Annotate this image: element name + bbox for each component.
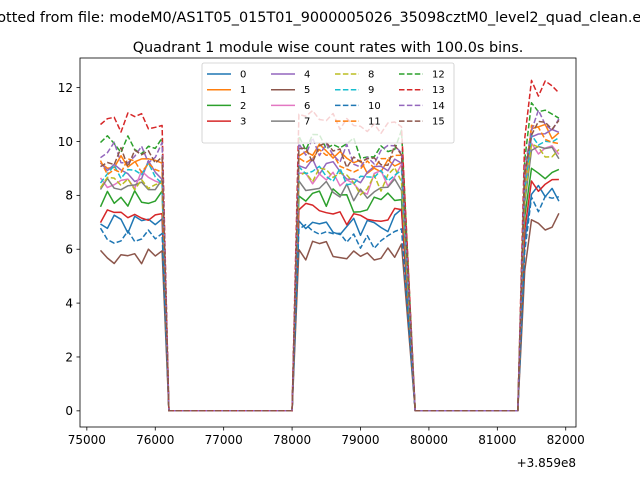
chart-title: Quadrant 1 module wise count rates with …: [133, 40, 524, 56]
series-line-3: [99, 178, 559, 412]
legend-label-13: 13: [432, 85, 445, 96]
legend-label-8: 8: [368, 70, 374, 81]
legend-label-11: 11: [368, 117, 381, 128]
y-tick-label: 6: [65, 243, 73, 257]
figure-suptitle: Plotted from file: modeM0/AS1T05_015T01_…: [0, 10, 640, 26]
x-tick-label: 81000: [478, 433, 516, 447]
legend-label-7: 7: [304, 117, 310, 128]
legend-label-10: 10: [368, 101, 381, 112]
series-line-5: [99, 212, 560, 412]
series-line-6: [99, 142, 560, 412]
legend-label-0: 0: [240, 70, 246, 81]
y-tick-label: 0: [65, 404, 73, 418]
legend-box: [201, 62, 455, 144]
y-tick-label: 10: [58, 135, 73, 149]
series-line-12: [99, 102, 560, 412]
legend-label-1: 1: [240, 85, 246, 96]
x-tick-label: 77000: [205, 433, 243, 447]
series-line-8: [99, 143, 560, 412]
x-tick-label: 78000: [273, 433, 311, 447]
series-line-11: [99, 124, 560, 412]
y-tick-label: 8: [65, 189, 73, 203]
legend-label-14: 14: [432, 101, 445, 112]
legend-label-12: 12: [432, 70, 445, 81]
series-line-4: [99, 128, 560, 412]
y-tick-label: 4: [65, 296, 73, 310]
plot-frame: [79, 57, 577, 428]
series-line-10: [99, 195, 560, 412]
x-tick-label: 75000: [68, 433, 106, 447]
series-line-0: [100, 184, 560, 412]
y-tick-label: 12: [58, 81, 73, 95]
x-tick-label: 80000: [410, 433, 448, 447]
legend-label-15: 15: [432, 117, 445, 128]
x-offset-label: +3.859e8: [517, 456, 576, 470]
series-line-1: [100, 123, 560, 412]
x-tick-label: 79000: [341, 433, 379, 447]
legend-label-9: 9: [368, 85, 374, 96]
x-tick-label: 76000: [136, 433, 174, 447]
legend-label-6: 6: [304, 101, 310, 112]
x-tick-label: 82000: [547, 433, 585, 447]
axes: 75000 76000 77000 78000 79000 80000 81000 82000…: [58, 57, 585, 447]
series-line-15: [100, 119, 560, 412]
series-line-7: [99, 145, 560, 412]
y-tick-label: 2: [65, 350, 73, 364]
legend-label-3: 3: [240, 117, 246, 128]
legend-label-5: 5: [304, 85, 310, 96]
legend-label-4: 4: [304, 70, 310, 81]
series-line-2: [99, 167, 560, 412]
legend-label-2: 2: [240, 101, 246, 112]
